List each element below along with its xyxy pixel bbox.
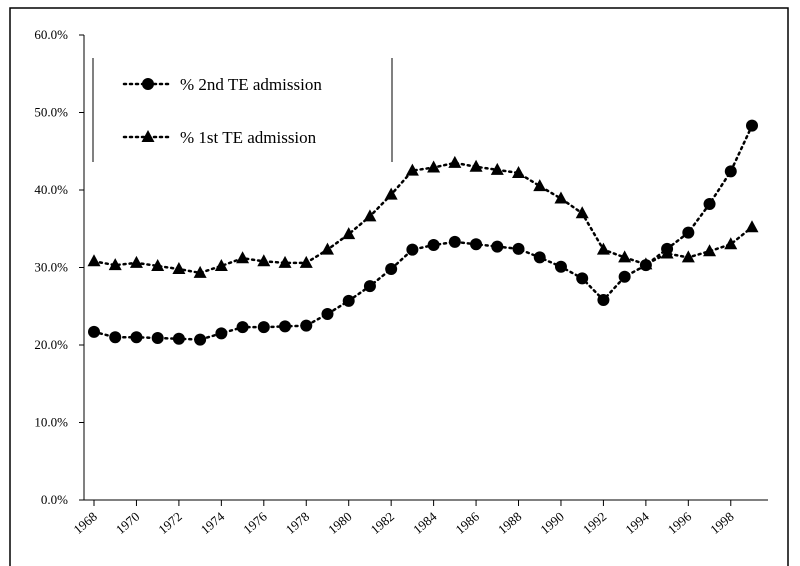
marker [385,263,398,276]
marker [406,243,419,256]
y-tick-label: 0.0% [41,492,68,507]
marker [427,160,441,173]
x-tick-label: 1990 [537,509,567,537]
x-tick-label: 1968 [70,509,100,537]
marker [512,165,526,178]
marker [682,226,695,239]
marker [109,331,122,344]
x-tick-label: 1984 [410,508,440,537]
marker [87,254,101,267]
y-tick-label: 50.0% [34,105,68,120]
x-tick-label: 1988 [495,509,525,537]
x-tick-label: 1980 [325,509,355,537]
frame [9,7,789,566]
y-tick-label: 40.0% [34,182,68,197]
marker [575,206,589,219]
marker [745,220,759,233]
marker [342,227,356,240]
marker [470,238,483,251]
x-tick-label: 1972 [155,509,185,537]
marker [533,179,547,192]
marker [469,159,483,172]
marker [490,162,504,175]
x-tick-label: 1996 [665,508,695,537]
marker [448,235,461,248]
marker [194,333,207,346]
marker [554,260,567,273]
marker [597,294,610,307]
y-tick-label: 10.0% [34,415,68,430]
marker [320,242,334,255]
legend-label: % 2nd TE admission [180,75,322,94]
marker [342,294,355,307]
marker [724,165,737,178]
marker [427,239,440,252]
marker [172,262,186,275]
x-tick-label: 1976 [240,508,270,537]
marker [512,242,525,255]
legend-marker [142,78,154,90]
marker [236,251,250,264]
marker [151,258,165,271]
marker [448,155,462,168]
marker [108,258,122,271]
marker [321,308,334,320]
marker [193,265,207,278]
marker [151,332,164,345]
marker [236,321,249,334]
marker [384,187,398,200]
y-tick-label: 30.0% [34,260,68,275]
marker [405,163,419,176]
marker [88,325,100,338]
legend-marker [141,130,155,142]
x-tick-label: 1998 [707,509,737,537]
marker [554,191,568,204]
marker [724,237,738,250]
marker [703,244,717,257]
legend-label: % 1st TE admission [180,128,317,147]
marker [214,258,228,271]
x-tick-label: 1994 [622,508,652,537]
marker [746,119,758,132]
marker [299,255,313,268]
marker [681,250,695,263]
marker [660,246,674,259]
marker [596,242,610,255]
marker [639,257,653,270]
marker [278,255,292,268]
y-tick-label: 20.0% [34,337,68,352]
x-tick-label: 1986 [452,508,482,537]
marker [279,320,292,333]
marker [363,280,376,293]
y-tick-label: 60.0% [34,27,68,42]
marker [363,209,377,222]
marker [129,255,143,268]
marker [257,254,271,267]
marker [703,197,716,210]
x-tick-label: 1978 [283,509,313,537]
series-line [92,124,754,341]
marker [576,272,589,285]
x-tick-label: 1970 [113,509,143,537]
x-tick-label: 1974 [198,508,228,537]
marker [300,319,313,332]
x-tick-label: 1992 [580,509,610,537]
marker [257,321,270,334]
x-tick-label: 1982 [368,509,398,537]
marker [618,250,632,263]
marker [172,332,185,345]
marker [533,251,546,264]
marker [215,327,228,340]
series-line [92,161,754,275]
marker [491,240,504,253]
marker [130,331,143,344]
marker [618,270,631,283]
